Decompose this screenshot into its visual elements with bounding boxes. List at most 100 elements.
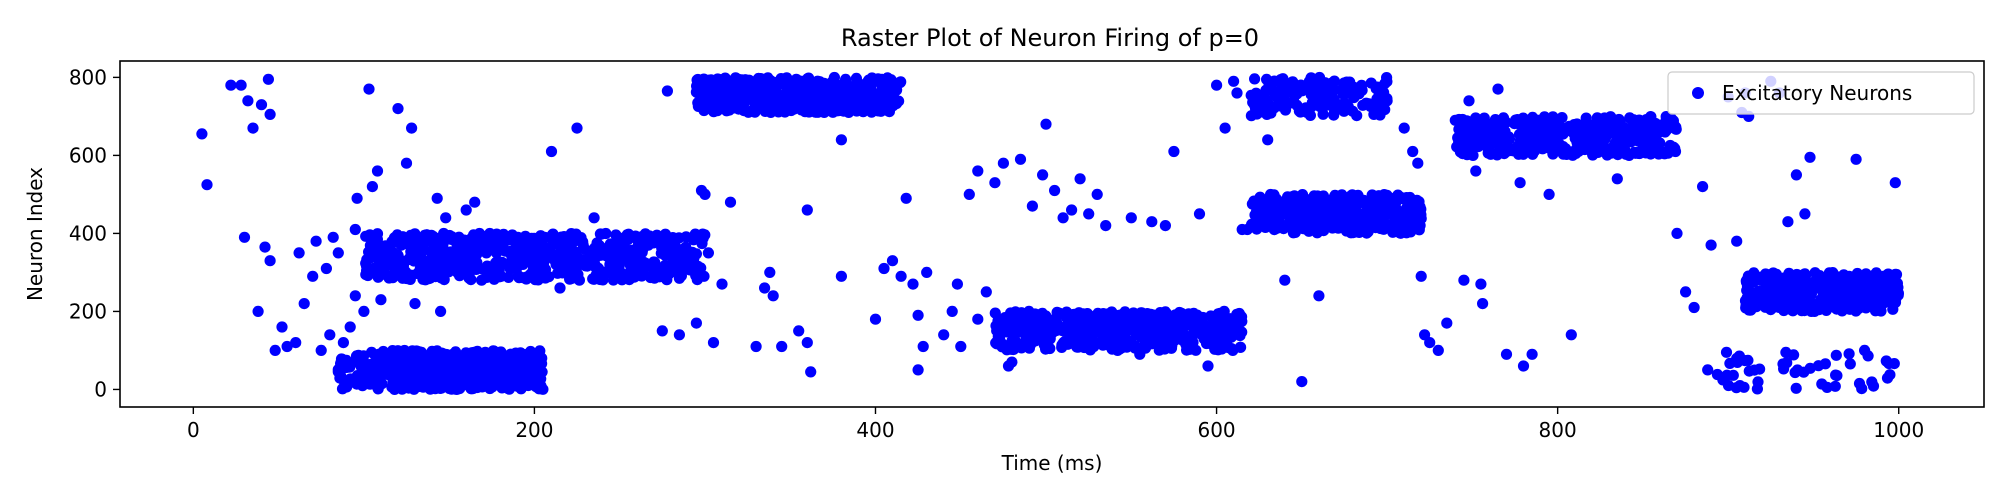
spike-point	[457, 379, 469, 391]
spike-point	[751, 74, 763, 86]
spike-point	[1503, 131, 1515, 143]
spike-point	[238, 231, 251, 243]
spike-point	[1066, 204, 1078, 216]
spike-point	[1750, 271, 1763, 283]
spike-point	[623, 274, 635, 286]
spike-point	[1859, 344, 1871, 356]
spike-point	[1830, 349, 1842, 361]
spike-point	[1778, 363, 1790, 375]
spike-point	[1026, 200, 1038, 212]
spike-point	[327, 231, 339, 243]
spike-point	[801, 204, 813, 216]
spike-point	[1611, 173, 1623, 185]
x-tick-label: 600	[1197, 418, 1235, 442]
spike-point	[1705, 239, 1717, 251]
spike-point	[1536, 142, 1548, 154]
spike-point	[1884, 290, 1896, 302]
spike-point	[446, 354, 458, 366]
spike-point	[255, 99, 268, 111]
spike-point	[767, 290, 779, 302]
spike-point	[517, 247, 529, 260]
spike-point	[750, 340, 762, 353]
spike-point	[1680, 286, 1692, 298]
spike-point	[1790, 169, 1802, 181]
spike-point	[1371, 81, 1383, 93]
spike-point	[398, 344, 411, 357]
spike-point	[1328, 213, 1340, 225]
spike-point	[1303, 225, 1315, 237]
spike-point	[1114, 343, 1126, 355]
spike-point	[1159, 220, 1171, 232]
spike-point	[616, 248, 628, 260]
spike-point	[1733, 350, 1745, 362]
spike-point	[1145, 308, 1157, 320]
spike-point	[1218, 315, 1230, 327]
spike-point	[1888, 358, 1900, 370]
spike-point	[1779, 301, 1791, 314]
spike-point	[1337, 81, 1349, 93]
spike-point	[488, 345, 500, 357]
spike-point	[835, 270, 848, 282]
spike-point	[1702, 364, 1714, 376]
spike-point	[1370, 99, 1382, 111]
spike-point	[1397, 193, 1409, 205]
spike-point	[1470, 165, 1482, 177]
spike-point	[363, 83, 375, 95]
spike-point	[1782, 216, 1794, 228]
spike-point	[1797, 269, 1809, 281]
spike-point	[852, 98, 864, 110]
spike-point	[1415, 270, 1427, 282]
y-axis-ticks: 0 200 400 600 800	[69, 65, 120, 401]
spike-point	[1211, 79, 1223, 91]
spike-point	[496, 240, 508, 252]
spike-point	[946, 305, 958, 317]
spike-point	[431, 192, 443, 204]
spike-point	[1295, 79, 1307, 91]
spike-point	[428, 354, 441, 366]
spike-point	[869, 313, 882, 325]
spike-point	[1338, 97, 1350, 109]
spike-point	[1088, 320, 1100, 332]
spike-point	[1083, 208, 1095, 220]
spike-point	[972, 165, 984, 177]
spike-point	[707, 337, 720, 349]
spike-point	[832, 102, 844, 115]
spike-point	[395, 235, 407, 247]
spike-point	[1184, 343, 1196, 355]
spike-point	[586, 248, 598, 260]
spike-point	[1837, 282, 1850, 294]
spike-point	[434, 365, 446, 377]
spike-point	[1688, 301, 1700, 314]
spike-point	[1341, 199, 1353, 211]
spike-point	[460, 256, 472, 268]
spike-point	[1074, 173, 1086, 185]
spike-point	[417, 357, 429, 369]
spike-point	[1037, 310, 1049, 322]
spike-point	[871, 74, 883, 86]
spike-point	[1218, 305, 1230, 317]
spike-point	[1821, 381, 1833, 393]
spike-point	[341, 360, 353, 372]
spike-point	[717, 87, 730, 99]
spike-point	[1464, 146, 1476, 158]
spike-point	[1526, 143, 1539, 155]
spike-point	[460, 204, 472, 216]
spike-point	[386, 236, 398, 248]
spike-point	[421, 368, 433, 380]
spike-point	[437, 348, 449, 360]
spike-point	[352, 372, 365, 384]
spike-point	[989, 307, 1001, 319]
spike-point	[386, 255, 398, 267]
spike-point	[1589, 138, 1601, 150]
spike-point	[1313, 290, 1325, 302]
spike-point	[512, 270, 524, 282]
spike-point	[502, 383, 514, 395]
spike-point	[780, 80, 792, 92]
spike-point	[1475, 120, 1487, 132]
spike-point	[1477, 298, 1489, 310]
spike-point	[1662, 117, 1675, 129]
spike-point	[406, 345, 418, 357]
spike-point	[1100, 220, 1112, 232]
